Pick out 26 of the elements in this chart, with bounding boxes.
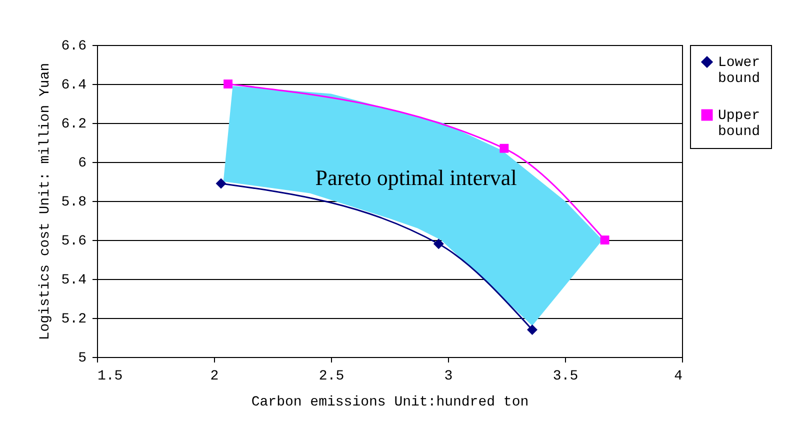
y-tick-label: 6 [78, 156, 86, 172]
point [224, 80, 233, 88]
point [526, 324, 538, 335]
point [600, 236, 610, 244]
x-tick-label: 3.5 [552, 368, 578, 384]
y-axis-title: Logistics cost Unit: million Yuan [37, 62, 54, 340]
y-tick-label: 5.6 [61, 234, 86, 250]
y-tick-label: 5.8 [61, 194, 86, 210]
y-tick-label: 5.4 [61, 272, 86, 288]
x-tick-label: 2 [210, 368, 219, 384]
legend-label: Lower bound [718, 55, 760, 87]
point [216, 178, 226, 189]
y-tick-label: 6.4 [61, 78, 86, 94]
x-tick-label: 1.5 [98, 368, 123, 384]
x-axis-title: Carbon emissions Unit:hundred ton [251, 394, 529, 410]
x-tick-label: 2.5 [318, 368, 344, 384]
point [433, 238, 444, 250]
annotation: Pareto optimal interval [315, 165, 517, 190]
y-tick-label: 6.2 [61, 116, 86, 132]
y-tick-label: 6.6 [61, 38, 86, 54]
point [500, 144, 509, 153]
y-tick-label: 5.2 [61, 312, 86, 328]
x-tick-label: 4 [674, 368, 682, 384]
y-tick-label: 5 [78, 350, 86, 366]
x-tick-label: 3 [444, 368, 453, 384]
legend-label: Upper bound [718, 108, 760, 140]
